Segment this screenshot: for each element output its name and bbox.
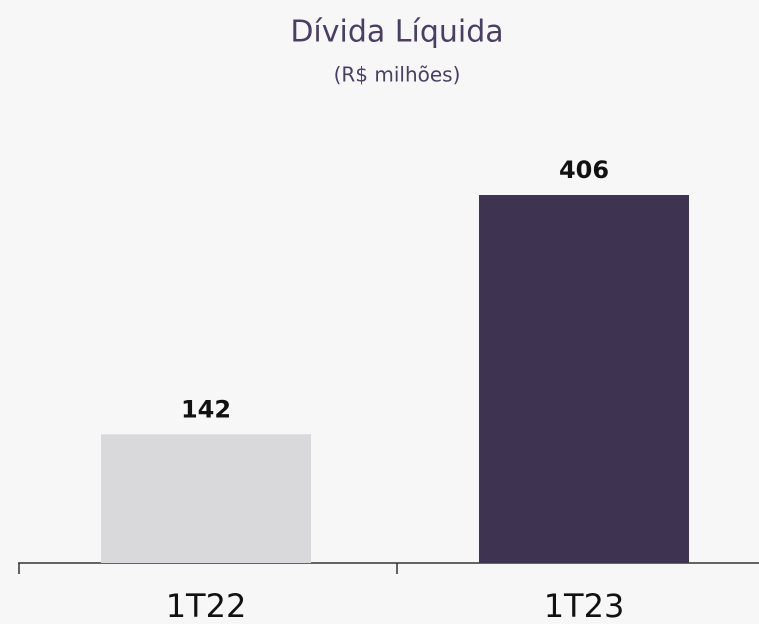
value-label: 142 [181, 395, 231, 423]
x-tick-label: 1T23 [544, 587, 625, 624]
bar [479, 195, 689, 563]
chart-subtitle: (R$ milhões) [334, 63, 461, 87]
x-tick-label: 1T22 [166, 587, 247, 624]
bar [101, 434, 311, 563]
chart-title: Dívida Líquida [290, 15, 503, 50]
value-label: 406 [559, 156, 609, 184]
